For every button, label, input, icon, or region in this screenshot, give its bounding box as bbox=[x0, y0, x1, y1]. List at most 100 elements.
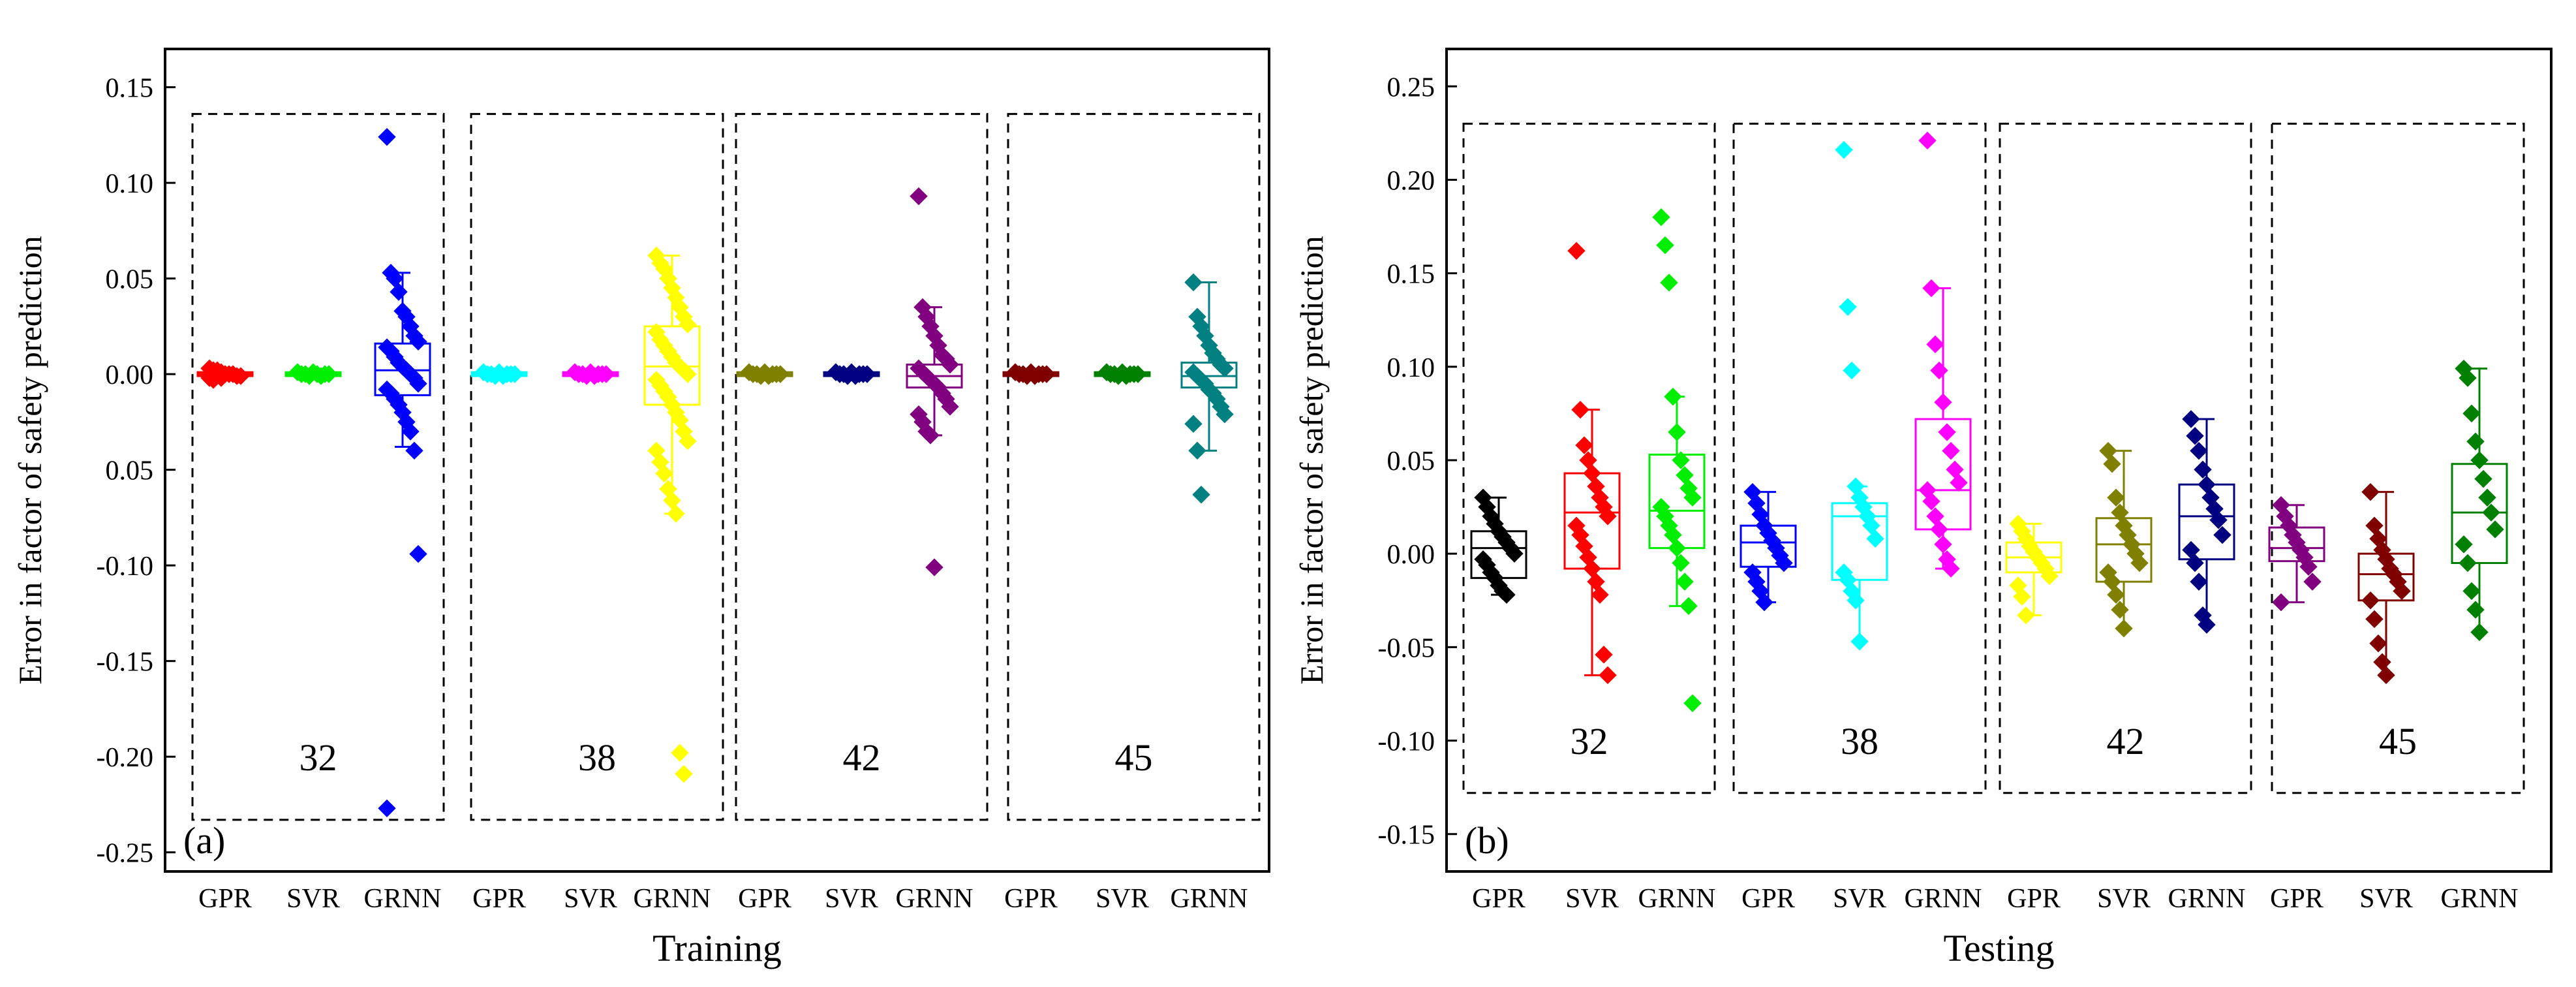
panel-training: -0.25 -0.20 -0.15 -0.10 0.05 0.00 0.05 0.10 0.15… bbox=[12, 48, 1270, 969]
data-point bbox=[566, 363, 584, 381]
x-axis-label: Training bbox=[652, 927, 782, 969]
data-point bbox=[1775, 554, 1793, 572]
group-label: 45 bbox=[1115, 736, 1153, 779]
data-point bbox=[1672, 554, 1690, 572]
data-point bbox=[679, 315, 697, 334]
data-point bbox=[2190, 572, 2208, 591]
x-tick-label: GRNN bbox=[2168, 884, 2245, 914]
data-point bbox=[1583, 464, 1601, 482]
y-tick-label: 0.15 bbox=[106, 74, 154, 104]
data-point bbox=[1946, 460, 1964, 479]
data-point bbox=[1184, 273, 1203, 292]
group-box bbox=[470, 113, 724, 821]
data-point bbox=[2013, 588, 2031, 606]
y-tick-label: -0.05 bbox=[1378, 633, 1435, 663]
data-point bbox=[1660, 274, 1678, 292]
data-point bbox=[1843, 361, 1861, 380]
data-point bbox=[2466, 601, 2485, 619]
x-tick-label: GPR bbox=[472, 884, 526, 914]
data-point bbox=[2361, 591, 2380, 610]
x-tick-label: SVR bbox=[286, 884, 340, 914]
data-point bbox=[401, 422, 420, 441]
data-point bbox=[2478, 488, 2496, 507]
group-label: 32 bbox=[299, 736, 337, 779]
y-tick-label: -0.10 bbox=[97, 552, 154, 582]
y-tick-label: -0.20 bbox=[97, 743, 154, 773]
data-point bbox=[2099, 441, 2117, 460]
data-point bbox=[1938, 423, 1956, 441]
data-point bbox=[2303, 572, 2322, 591]
y-tick-label: 0.05 bbox=[106, 265, 154, 295]
data-point bbox=[2299, 557, 2318, 576]
data-point bbox=[2393, 582, 2411, 601]
panel-testing: -0.15 -0.10 -0.05 0.00 0.05 0.10 0.15 0.20 0.25 E… bbox=[1293, 48, 2553, 969]
data-point bbox=[2377, 666, 2395, 685]
x-tick-label: SVR bbox=[2097, 884, 2151, 914]
group-label: 42 bbox=[843, 736, 881, 779]
data-point bbox=[925, 558, 943, 576]
data-point bbox=[2470, 451, 2489, 469]
data-point bbox=[2466, 432, 2485, 451]
x-tick-label: SVR bbox=[564, 884, 617, 914]
data-point bbox=[2115, 619, 2133, 638]
data-point bbox=[1567, 242, 1586, 260]
data-point bbox=[2209, 510, 2228, 529]
y-tick-label: -0.15 bbox=[1378, 821, 1435, 851]
x-tick-label: GPR bbox=[2270, 884, 2323, 914]
x-tick-label: SVR bbox=[1833, 884, 1886, 914]
group-label: 45 bbox=[2379, 720, 2417, 762]
y-tick-label: 0.00 bbox=[1387, 540, 1435, 570]
data-point bbox=[1668, 539, 1686, 557]
data-point bbox=[2103, 455, 2121, 473]
group-box bbox=[2271, 123, 2525, 794]
x-tick-label: GPR bbox=[2007, 884, 2061, 914]
x-tick-label: GRNN bbox=[633, 884, 711, 914]
data-point bbox=[409, 332, 427, 351]
data-point bbox=[679, 365, 697, 383]
data-point bbox=[671, 744, 689, 762]
data-point bbox=[2182, 410, 2200, 428]
data-point bbox=[409, 544, 427, 563]
data-point bbox=[655, 464, 673, 483]
data-point bbox=[1672, 451, 1690, 469]
y-axis-label: Error in factor of safety prediction bbox=[12, 236, 48, 684]
data-point bbox=[771, 365, 790, 383]
data-point bbox=[2373, 653, 2391, 671]
data-point bbox=[2186, 554, 2204, 572]
data-point bbox=[2107, 488, 2125, 507]
data-point bbox=[2198, 616, 2216, 634]
data-point bbox=[1664, 387, 1682, 406]
data-point bbox=[941, 355, 959, 374]
data-point bbox=[2474, 469, 2492, 488]
x-tick-label: SVR bbox=[825, 884, 878, 914]
data-point bbox=[1839, 298, 1857, 316]
data-point bbox=[1676, 466, 1694, 484]
data-point bbox=[1006, 363, 1024, 381]
data-point bbox=[1595, 646, 1613, 664]
y-tick-label: 0.25 bbox=[1387, 72, 1435, 102]
data-point bbox=[2482, 503, 2500, 522]
data-point bbox=[1676, 572, 1694, 591]
group-box bbox=[1462, 123, 1716, 794]
y-tick-label: 0.10 bbox=[1387, 353, 1435, 383]
group-label: 38 bbox=[578, 736, 616, 779]
x-tick-label: GRNN bbox=[1638, 884, 1715, 914]
group-box bbox=[1007, 113, 1261, 821]
data-point bbox=[1579, 451, 1597, 469]
data-point bbox=[858, 365, 876, 383]
data-point bbox=[390, 283, 408, 301]
data-point bbox=[1926, 335, 1944, 354]
data-point bbox=[1668, 423, 1686, 441]
y-tick-label: 0.15 bbox=[1387, 260, 1435, 290]
data-point bbox=[1847, 591, 1865, 610]
data-point bbox=[2194, 460, 2212, 479]
data-point bbox=[2455, 535, 2473, 554]
x-tick-label: GPR bbox=[1004, 884, 1058, 914]
data-point bbox=[1652, 208, 1670, 227]
data-point bbox=[2365, 516, 2384, 535]
group-label: 42 bbox=[2107, 720, 2145, 762]
data-point bbox=[2361, 482, 2380, 501]
data-point bbox=[1216, 359, 1234, 378]
data-point bbox=[1097, 363, 1116, 381]
plot-frame bbox=[164, 48, 1270, 873]
